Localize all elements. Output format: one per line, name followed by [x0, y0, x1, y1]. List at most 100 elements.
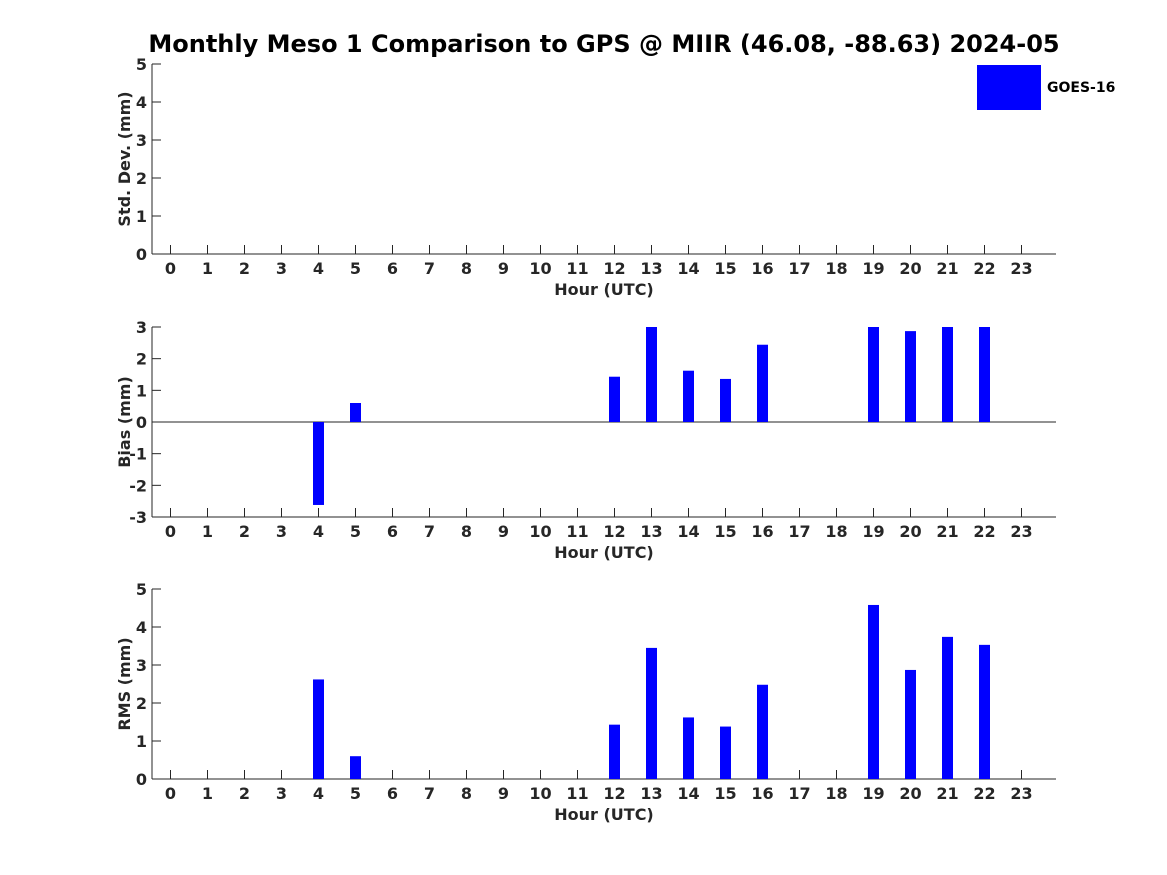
chart-title: Monthly Meso 1 Comparison to GPS @ MIIR … [148, 30, 1059, 58]
stddev-xtick-label: 21 [936, 259, 958, 278]
stddev-xtick-label: 5 [350, 259, 361, 278]
bias-ytick-label: -3 [129, 508, 147, 527]
rms-xtick-label: 13 [640, 784, 662, 803]
rms-bar-hour-16 [757, 684, 768, 779]
bias-xtick-label: 8 [461, 522, 472, 541]
bias-xtick-label: 11 [566, 522, 588, 541]
stddev-xtick-label: 1 [202, 259, 213, 278]
stddev-xtick-label: 20 [899, 259, 921, 278]
stddev-xtick-label: 0 [165, 259, 176, 278]
legend-label: GOES-16 [1047, 80, 1115, 96]
stddev-xtick-label: 9 [498, 259, 509, 278]
rms-xtick-label: 8 [461, 784, 472, 803]
rms-xtick-label: 1 [202, 784, 213, 803]
bias-xtick-label: 0 [165, 522, 176, 541]
bias-xtick-label: 3 [276, 522, 287, 541]
rms-ytick-label: 1 [136, 732, 147, 751]
stddev-xtick-label: 12 [603, 259, 625, 278]
rms-xtick-label: 7 [424, 784, 435, 803]
rms-xtick-label: 16 [751, 784, 773, 803]
bias-ytick-label: 2 [136, 350, 147, 369]
stddev-xtick-label: 22 [973, 259, 995, 278]
stddev-xtick-label: 11 [566, 259, 588, 278]
bias-xtick-label: 12 [603, 522, 625, 541]
stddev-xtick-label: 13 [640, 259, 662, 278]
bias-xtick-label: 20 [899, 522, 921, 541]
stddev-xtick-label: 8 [461, 259, 472, 278]
bias-ytick-label: -2 [129, 476, 147, 495]
bias-bar-hour-16 [757, 344, 768, 422]
rms-xtick-label: 6 [387, 784, 398, 803]
stddev-ytick-label: 1 [136, 207, 147, 226]
rms-bar-hour-15 [720, 726, 731, 779]
rms-xtick-label: 2 [239, 784, 250, 803]
stddev-xtick-label: 16 [751, 259, 773, 278]
bias-xtick-label: 6 [387, 522, 398, 541]
bias-xtick-label: 13 [640, 522, 662, 541]
stddev-ytick-label: 3 [136, 131, 147, 150]
bias-xtick-label: 21 [936, 522, 958, 541]
stddev-xtick-label: 17 [788, 259, 810, 278]
stddev-ytick-label: 4 [136, 93, 147, 112]
rms-xtick-label: 0 [165, 784, 176, 803]
rms-y-label: RMS (mm) [115, 637, 134, 730]
rms-bar-hour-21 [942, 636, 953, 779]
rms-ytick-label: 0 [136, 770, 147, 789]
bias-ytick-label: 3 [136, 318, 147, 337]
bias-ytick-label: 0 [136, 413, 147, 432]
stddev-xtick-label: 4 [313, 259, 324, 278]
bias-bar-hour-20 [905, 331, 916, 422]
legend-swatch [977, 65, 1041, 110]
rms-xtick-label: 12 [603, 784, 625, 803]
bias-xtick-label: 10 [529, 522, 551, 541]
bias-ytick-label: -1 [129, 445, 147, 464]
stddev-xtick-label: 14 [677, 259, 699, 278]
bias-bar-hour-4 [313, 422, 324, 505]
bias-bar-hour-22 [979, 327, 990, 422]
rms-xtick-label: 5 [350, 784, 361, 803]
stddev-xtick-label: 23 [1010, 259, 1032, 278]
rms-xtick-label: 9 [498, 784, 509, 803]
rms-ytick-label: 3 [136, 656, 147, 675]
rms-xtick-label: 11 [566, 784, 588, 803]
bias-bar-hour-14 [683, 370, 694, 422]
bias-xtick-label: 5 [350, 522, 361, 541]
bias-ytick-label: 1 [136, 381, 147, 400]
stddev-xtick-label: 19 [862, 259, 884, 278]
rms-xtick-label: 19 [862, 784, 884, 803]
bias-y-label: Bias (mm) [115, 376, 134, 468]
rms-xtick-label: 21 [936, 784, 958, 803]
rms-xtick-label: 22 [973, 784, 995, 803]
bias-xtick-label: 4 [313, 522, 324, 541]
bias-xtick-label: 17 [788, 522, 810, 541]
rms-x-label: Hour (UTC) [554, 805, 654, 824]
stddev-y-label: Std. Dev. (mm) [115, 91, 134, 226]
stddev-x-label: Hour (UTC) [554, 280, 654, 299]
rms-xtick-label: 20 [899, 784, 921, 803]
stddev-ytick-label: 5 [136, 55, 147, 74]
rms-xtick-label: 17 [788, 784, 810, 803]
bias-bar-hour-5 [350, 403, 361, 422]
bias-xtick-label: 22 [973, 522, 995, 541]
stddev-ytick-label: 2 [136, 169, 147, 188]
bias-bar-hour-21 [942, 327, 953, 422]
bias-xtick-label: 19 [862, 522, 884, 541]
bias-bar-hour-19 [868, 327, 879, 422]
bias-xtick-label: 1 [202, 522, 213, 541]
bias-xtick-label: 16 [751, 522, 773, 541]
stddev-xtick-label: 6 [387, 259, 398, 278]
stddev-xtick-label: 3 [276, 259, 287, 278]
rms-xtick-label: 15 [714, 784, 736, 803]
rms-ytick-label: 2 [136, 694, 147, 713]
bias-xtick-label: 23 [1010, 522, 1032, 541]
bias-xtick-label: 14 [677, 522, 699, 541]
bias-xtick-label: 9 [498, 522, 509, 541]
rms-ytick-label: 5 [136, 580, 147, 599]
rms-ytick-label: 4 [136, 618, 147, 637]
rms-xtick-label: 4 [313, 784, 324, 803]
bias-xtick-label: 7 [424, 522, 435, 541]
rms-xtick-label: 3 [276, 784, 287, 803]
stddev-xtick-label: 2 [239, 259, 250, 278]
